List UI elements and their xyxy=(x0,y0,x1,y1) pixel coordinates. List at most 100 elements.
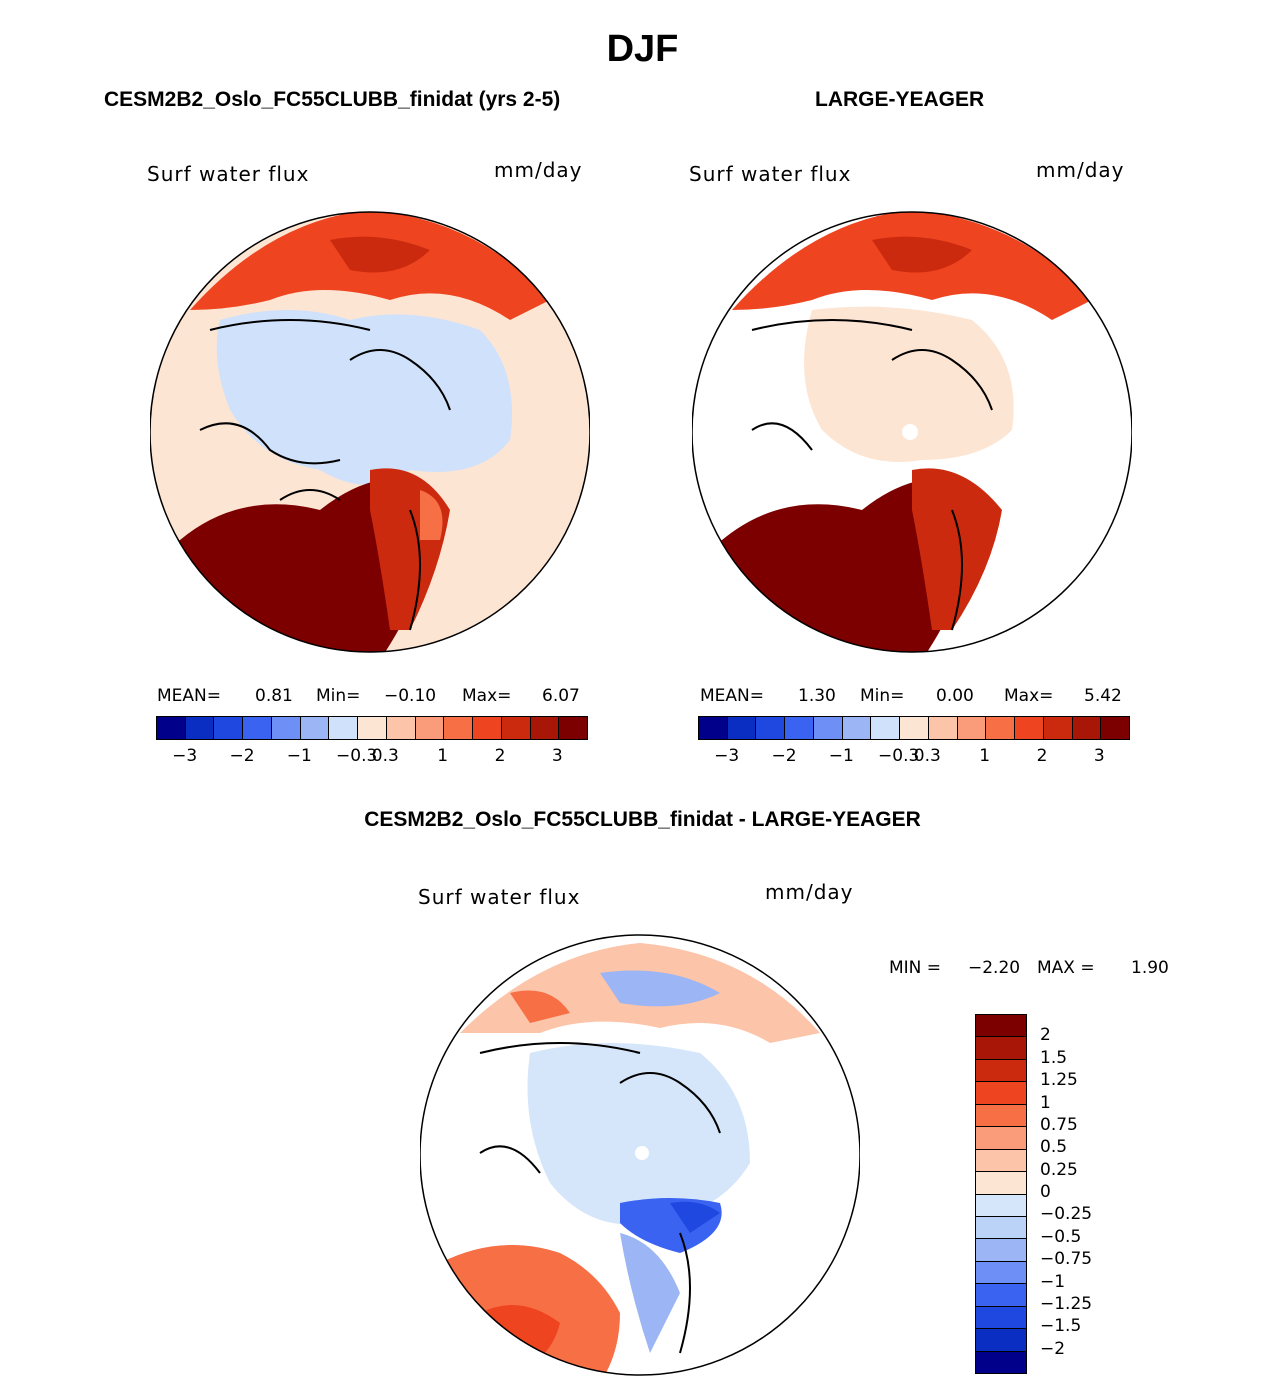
colorbar-swatch xyxy=(214,717,244,739)
right-mean-value: 1.30 xyxy=(798,686,836,706)
colorbar-swatch xyxy=(976,1216,1026,1240)
colorbar-tick-label: 1 xyxy=(1040,1092,1051,1113)
colorbar-swatch xyxy=(501,717,531,739)
left-variable-label: Surf water flux xyxy=(147,162,310,186)
colorbar-swatch xyxy=(976,1172,1026,1195)
colorbar-tick-label: 2 xyxy=(494,746,506,766)
colorbar-tick-label: −0.3 xyxy=(336,746,378,766)
right-max-value: 5.42 xyxy=(1084,686,1122,706)
left-colorbar xyxy=(156,716,588,740)
right-variable-label: Surf water flux xyxy=(689,162,852,186)
colorbar-swatch xyxy=(785,717,814,739)
colorbar-tick-label: −3 xyxy=(172,746,198,766)
colorbar-tick-label: −3 xyxy=(714,746,740,766)
colorbar-tick-label: −1.25 xyxy=(1040,1293,1093,1314)
colorbar-swatch xyxy=(871,717,901,739)
right-colorbar xyxy=(698,716,1130,740)
colorbar-swatch xyxy=(530,717,560,739)
colorbar-swatch xyxy=(976,1082,1026,1105)
colorbar-tick-label: −0.5 xyxy=(1040,1226,1082,1247)
diff-units-label: mm/day xyxy=(765,880,854,904)
colorbar-swatch xyxy=(444,717,474,739)
diff-colorbar xyxy=(975,1014,1027,1374)
colorbar-tick-label: −1 xyxy=(828,746,854,766)
colorbar-tick-label: −1.5 xyxy=(1040,1316,1082,1337)
colorbar-swatch xyxy=(976,1329,1026,1352)
colorbar-swatch xyxy=(976,1104,1026,1128)
left-units-label: mm/day xyxy=(494,158,583,182)
left-min-label: Min= xyxy=(316,686,361,706)
colorbar-swatch xyxy=(415,717,445,739)
colorbar-swatch xyxy=(1101,717,1130,739)
colorbar-swatch xyxy=(813,717,843,739)
colorbar-swatch xyxy=(957,717,987,739)
colorbar-swatch xyxy=(900,717,929,739)
colorbar-swatch xyxy=(976,1149,1026,1173)
diff-max-label: MAX = xyxy=(1037,958,1095,978)
colorbar-swatch xyxy=(976,1037,1026,1060)
colorbar-tick-label: 1.5 xyxy=(1040,1047,1068,1068)
colorbar-swatch xyxy=(756,717,786,739)
colorbar-tick-label: 1 xyxy=(979,746,991,766)
diff-polar-map xyxy=(420,934,860,1376)
colorbar-tick-label: 3 xyxy=(1093,746,1105,766)
colorbar-swatch xyxy=(185,717,215,739)
left-polar-map xyxy=(150,211,590,653)
colorbar-swatch xyxy=(358,717,387,739)
colorbar-tick-label: 3 xyxy=(551,746,563,766)
left-min-value: −0.10 xyxy=(384,686,437,706)
diff-variable-label: Surf water flux xyxy=(418,885,581,909)
right-panel-title: LARGE-YEAGER xyxy=(815,88,985,111)
page-title: DJF xyxy=(606,28,679,70)
colorbar-tick-label: 0.25 xyxy=(1040,1159,1078,1180)
colorbar-swatch xyxy=(157,717,186,739)
colorbar-swatch xyxy=(986,717,1016,739)
diff-min-value: −2.20 xyxy=(968,958,1021,978)
colorbar-tick-label: −0.25 xyxy=(1040,1204,1093,1225)
colorbar-tick-label: 0 xyxy=(1040,1182,1051,1202)
right-polar-map xyxy=(692,211,1132,653)
colorbar-swatch xyxy=(976,1015,1026,1038)
colorbar-swatch xyxy=(1043,717,1073,739)
colorbar-swatch xyxy=(976,1127,1026,1150)
colorbar-swatch xyxy=(976,1059,1026,1083)
right-units-label: mm/day xyxy=(1036,158,1125,182)
colorbar-swatch xyxy=(386,717,416,739)
colorbar-swatch xyxy=(976,1284,1026,1307)
colorbar-swatch xyxy=(1015,717,1044,739)
left-max-label: Max= xyxy=(462,686,512,706)
colorbar-tick-label: −2 xyxy=(1040,1338,1066,1359)
left-mean-label: MEAN= xyxy=(157,686,221,706)
colorbar-swatch xyxy=(727,717,757,739)
diff-min-label: MIN = xyxy=(889,958,942,978)
colorbar-swatch xyxy=(976,1194,1026,1217)
right-max-label: Max= xyxy=(1004,686,1054,706)
colorbar-tick-label: −2 xyxy=(229,746,255,766)
colorbar-swatch xyxy=(699,717,728,739)
colorbar-tick-label: 2 xyxy=(1040,1025,1051,1046)
colorbar-swatch xyxy=(559,717,588,739)
diff-max-value: 1.90 xyxy=(1131,958,1169,978)
left-panel-title: CESM2B2_Oslo_FC55CLUBB_finidat (yrs 2-5) xyxy=(104,88,561,111)
left-max-value: 6.07 xyxy=(542,686,580,706)
colorbar-tick-label: 0.3 xyxy=(913,746,941,766)
colorbar-swatch xyxy=(243,717,272,739)
colorbar-swatch xyxy=(928,717,958,739)
colorbar-tick-label: 1.25 xyxy=(1040,1070,1078,1091)
colorbar-tick-label: 0.5 xyxy=(1040,1137,1068,1158)
colorbar-tick-label: −0.3 xyxy=(878,746,920,766)
diff-panel-title: CESM2B2_Oslo_FC55CLUBB_finidat - LARGE-Y… xyxy=(364,808,921,831)
right-mean-label: MEAN= xyxy=(700,686,764,706)
right-min-label: Min= xyxy=(860,686,905,706)
colorbar-tick-label: 0.75 xyxy=(1040,1114,1078,1135)
colorbar-tick-label: −2 xyxy=(771,746,797,766)
colorbar-swatch xyxy=(976,1239,1026,1262)
colorbar-swatch xyxy=(976,1261,1026,1285)
colorbar-tick-label: −1 xyxy=(1040,1271,1066,1292)
colorbar-swatch xyxy=(976,1351,1026,1373)
colorbar-tick-label: 2 xyxy=(1036,746,1048,766)
colorbar-swatch xyxy=(300,717,330,739)
colorbar-tick-label: −0.75 xyxy=(1040,1249,1093,1270)
right-min-value: 0.00 xyxy=(936,686,974,706)
colorbar-tick-label: 0.3 xyxy=(371,746,399,766)
